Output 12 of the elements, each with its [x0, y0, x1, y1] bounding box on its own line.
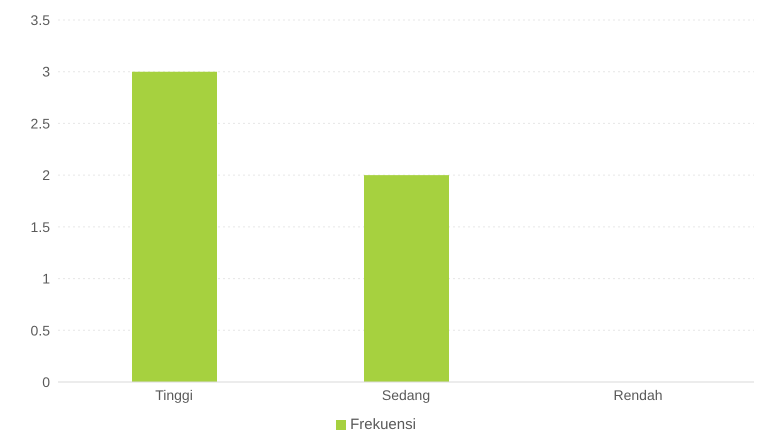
y-tick-label: 2.5: [30, 115, 50, 132]
x-tick-label: Tinggi: [155, 386, 193, 403]
legend-label: Frekuensi: [350, 416, 416, 433]
x-tick-label: Rendah: [613, 386, 663, 403]
y-tick-label: 0.5: [30, 322, 50, 338]
y-tick-label: 2: [42, 167, 50, 184]
y-tick-label: 0: [42, 374, 50, 390]
x-tick-label: Sedang: [382, 386, 430, 403]
y-tick-label: 1: [42, 270, 50, 287]
y-tick-label: 3.5: [30, 12, 50, 28]
y-tick-label: 3: [42, 64, 50, 80]
y-tick-label: 1.5: [30, 218, 50, 235]
